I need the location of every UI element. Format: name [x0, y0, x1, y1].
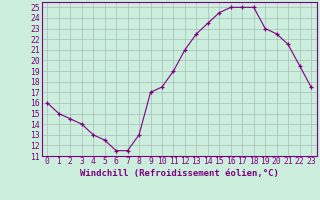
- X-axis label: Windchill (Refroidissement éolien,°C): Windchill (Refroidissement éolien,°C): [80, 169, 279, 178]
